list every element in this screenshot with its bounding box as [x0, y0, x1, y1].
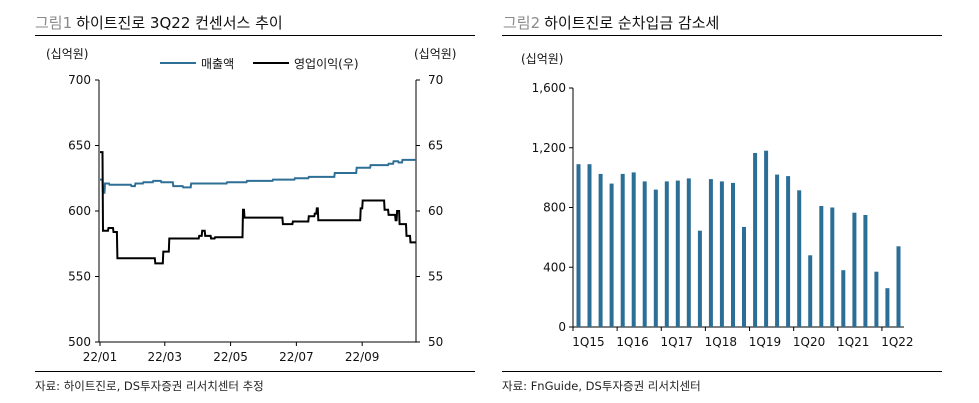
net-debt-bar — [863, 215, 868, 327]
net-debt-bar-chart: (십억원) 0 400 800 1,200 1,600 1Q15 1Q16 1Q17 1Q18 1… — [521, 52, 914, 349]
net-debt-bar — [664, 181, 669, 327]
legend-sales-label: 매출액 — [201, 57, 234, 71]
right-y-tick-label: 65 — [428, 139, 443, 153]
net-debt-bar — [731, 182, 735, 327]
net-debt-bar — [841, 270, 846, 327]
net-debt-bar — [675, 180, 680, 327]
net-debt-bar — [896, 246, 901, 327]
left-axis-unit: (십억원) — [46, 47, 88, 61]
right-y-tick-label: 50 — [428, 335, 443, 349]
net-debt-bar — [885, 288, 890, 327]
net-debt-bar — [753, 153, 758, 327]
right-axis-unit: (십억원) — [414, 47, 456, 61]
net-debt-bar — [830, 207, 835, 327]
figure-1-title: 그림1 하이트진로 3Q22 컨센서스 추이 — [35, 12, 283, 33]
figure-1-title-text: 하이트진로 3Q22 컨센서스 추이 — [76, 14, 283, 32]
line-chart-ticks: 500 550 600 650 700 50 55 60 65 70 22/01 22/03 22/05… — [68, 73, 443, 364]
bar-chart-ticks: 0 400 800 1,200 1,600 1Q15 1Q16 1Q17 1Q18 1Q19 1Q2… — [532, 81, 914, 349]
net-debt-bar — [609, 183, 614, 327]
net-debt-bar — [764, 150, 769, 327]
bar-y-tick-label: 800 — [543, 201, 566, 215]
right-y-tick-label: 60 — [428, 204, 443, 218]
net-debt-bar — [786, 176, 791, 327]
net-debt-bar — [620, 173, 625, 327]
bar-axis-unit: (십억원) — [521, 52, 563, 66]
x-tick-label: 22/05 — [213, 350, 248, 364]
net-debt-bar — [819, 206, 824, 327]
net-debt-bar — [642, 181, 647, 327]
net-debt-bar — [852, 212, 857, 327]
sales-line — [100, 158, 416, 194]
figure-1-top-rule — [35, 35, 475, 36]
right-y-tick-label: 70 — [428, 73, 443, 87]
right-y-tick-label: 55 — [428, 270, 443, 284]
figure-2-panel: 그림2 하이트진로 순차입금 감소세 (십억원) 0 400 800 1,200 1,60… — [497, 0, 979, 403]
net-debt-bar — [587, 164, 592, 327]
bar-chart-axes — [569, 87, 904, 331]
x-tick-label: 22/03 — [147, 350, 182, 364]
net-debt-bar — [686, 178, 691, 327]
bar-x-tick-label: 1Q16 — [616, 335, 648, 349]
net-debt-bar — [874, 271, 879, 327]
net-debt-bar — [708, 179, 713, 327]
bar-x-tick-label: 1Q15 — [572, 335, 604, 349]
figure-1-bottom-rule — [35, 371, 475, 372]
x-tick-label: 22/01 — [83, 350, 118, 364]
left-y-tick-label: 550 — [68, 270, 91, 284]
left-y-tick-label: 700 — [68, 73, 91, 87]
net-debt-bar — [653, 189, 658, 327]
line-chart-series — [100, 151, 416, 265]
left-y-tick-label: 650 — [68, 139, 91, 153]
figure-2-number: 그림2 — [503, 14, 541, 32]
figure-1-number: 그림1 — [35, 14, 73, 32]
bar-y-tick-label: 1,600 — [532, 81, 566, 95]
figure-2-top-rule — [502, 35, 942, 36]
net-debt-bar — [808, 255, 813, 327]
legend-op-label: 영업이익(우) — [294, 57, 359, 71]
bar-x-tick-label: 1Q19 — [749, 335, 781, 349]
net-debt-bar — [697, 230, 702, 327]
consensus-line-chart: (십억원) (십억원) 500 550 600 650 700 50 55 60 65 70 22/… — [46, 47, 456, 364]
net-debt-bar — [598, 173, 603, 327]
bar-y-tick-label: 0 — [558, 320, 566, 334]
bar-x-tick-label: 1Q20 — [793, 335, 825, 349]
line-chart-axes — [95, 79, 420, 346]
bar-y-tick-label: 400 — [543, 260, 566, 274]
x-tick-label: 22/07 — [279, 350, 314, 364]
op-profit-line — [100, 151, 416, 265]
net-debt-bar — [719, 181, 724, 327]
left-y-tick-label: 500 — [68, 335, 91, 349]
figure-2-bottom-rule — [502, 371, 942, 372]
net-debt-bar — [631, 172, 636, 327]
figure-2-source: 자료: FnGuide, DS투자증권 리서치센터 — [502, 379, 701, 393]
x-tick-label: 22/09 — [345, 350, 380, 364]
bar-x-tick-label: 1Q21 — [837, 335, 869, 349]
net-debt-bar — [576, 164, 581, 327]
bar-x-tick-label: 1Q22 — [881, 335, 913, 349]
line-chart-legend: 매출액 영업이익(우) — [160, 57, 359, 71]
bar-x-tick-label: 1Q17 — [661, 335, 693, 349]
bar-x-tick-label: 1Q18 — [705, 335, 737, 349]
figure-1-source: 자료: 하이트진로, DS투자증권 리서치센터 추정 — [35, 379, 264, 393]
left-y-tick-label: 600 — [68, 204, 91, 218]
bar-chart-bars — [576, 150, 901, 327]
net-debt-bar — [797, 190, 802, 327]
net-debt-bar — [742, 226, 746, 327]
net-debt-bar — [775, 174, 780, 327]
figure-2-title: 그림2 하이트진로 순차입금 감소세 — [503, 12, 719, 33]
bar-y-tick-label: 1,200 — [532, 141, 566, 155]
figure-1-panel: 그림1 하이트진로 3Q22 컨센서스 추이 (십억원) (십억원) 500 550… — [0, 0, 480, 403]
figure-2-title-text: 하이트진로 순차입금 감소세 — [544, 14, 720, 32]
